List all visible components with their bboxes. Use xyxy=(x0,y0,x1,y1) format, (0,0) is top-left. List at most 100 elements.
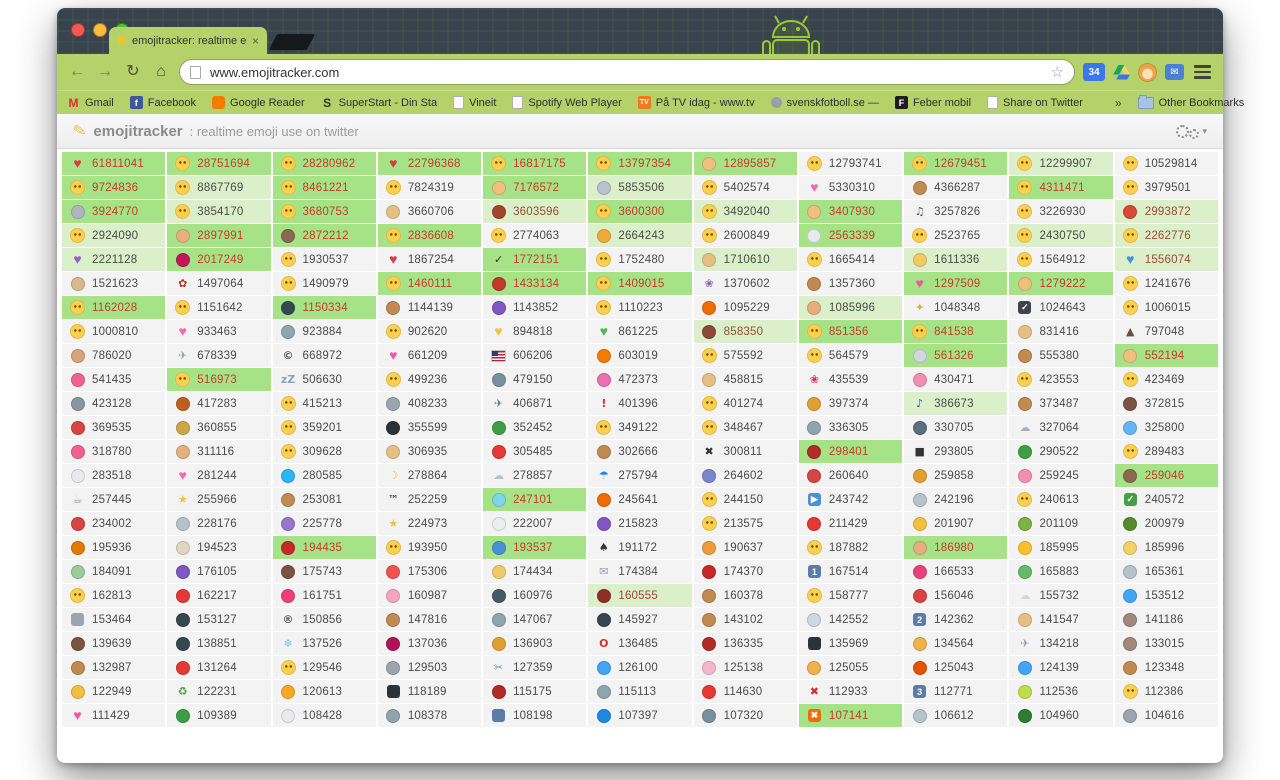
emoji-cell[interactable]: 135969 xyxy=(798,632,903,655)
emoji-cell[interactable]: 211429 xyxy=(798,512,903,535)
emoji-cell[interactable]: ✓ 1024643 xyxy=(1009,296,1113,319)
emoji-cell[interactable]: ♥ 933463 xyxy=(167,320,271,343)
emoji-cell[interactable]: 1150334 xyxy=(272,296,376,319)
emoji-cell[interactable]: 124139 xyxy=(1009,656,1113,679)
emoji-cell[interactable]: 174434 xyxy=(483,560,587,583)
settings-gear-button[interactable]: ▾ xyxy=(1176,123,1207,139)
forward-button[interactable]: → xyxy=(97,63,113,80)
emoji-cell[interactable]: 2563339 xyxy=(798,224,903,247)
emoji-cell[interactable]: 12895857 xyxy=(693,152,797,175)
emoji-cell[interactable]: ❀ 1370602 xyxy=(693,272,797,295)
emoji-cell[interactable]: 139639 xyxy=(62,632,166,655)
emoji-cell[interactable]: ! 401396 xyxy=(588,392,692,415)
emoji-cell[interactable]: 234002 xyxy=(62,512,166,535)
emoji-cell[interactable]: 259245 xyxy=(1009,464,1113,487)
emoji-cell[interactable]: 336305 xyxy=(798,416,903,439)
emoji-cell[interactable]: 240613 xyxy=(1009,488,1113,511)
reload-button[interactable]: ↻ xyxy=(126,63,140,80)
emoji-cell[interactable]: 348467 xyxy=(693,416,797,439)
emoji-cell[interactable]: 114630 xyxy=(693,680,797,703)
emoji-cell[interactable]: 373487 xyxy=(1009,392,1113,415)
emoji-cell[interactable]: 160378 xyxy=(693,584,797,607)
emoji-cell[interactable]: 306935 xyxy=(377,440,482,463)
emoji-cell[interactable]: 3680753 xyxy=(272,200,376,223)
emoji-cell[interactable]: ♥ 281244 xyxy=(167,464,271,487)
emoji-cell[interactable]: 9724836 xyxy=(62,176,166,199)
emoji-cell[interactable]: 349122 xyxy=(588,416,692,439)
emoji-cell[interactable]: 176105 xyxy=(167,560,271,583)
emoji-cell[interactable]: 1279222 xyxy=(1009,272,1113,295)
emoji-cell[interactable]: 417283 xyxy=(167,392,271,415)
emoji-cell[interactable]: 1143852 xyxy=(483,296,587,319)
emoji-cell[interactable]: 259046 xyxy=(1114,464,1218,487)
emoji-cell[interactable]: 185996 xyxy=(1114,536,1218,559)
emoji-cell[interactable]: 175743 xyxy=(272,560,376,583)
emoji-cell[interactable]: 1241676 xyxy=(1114,272,1218,295)
emoji-cell[interactable]: 134564 xyxy=(904,632,1008,655)
emoji-cell[interactable]: 107397 xyxy=(588,704,692,727)
emoji-cell[interactable]: 2523765 xyxy=(904,224,1008,247)
emoji-cell[interactable]: 120613 xyxy=(272,680,376,703)
emoji-cell[interactable]: 156046 xyxy=(904,584,1008,607)
emoji-cell[interactable]: 115113 xyxy=(588,680,692,703)
emoji-cell[interactable]: 603019 xyxy=(588,344,692,367)
emoji-cell[interactable]: 923884 xyxy=(272,320,376,343)
emoji-cell[interactable]: ☕ 257445 xyxy=(62,488,166,511)
bookmark-item[interactable]: svenskfotboll.se — xyxy=(770,96,879,109)
emoji-cell[interactable]: ✓ 1772151 xyxy=(483,248,587,271)
emoji-cell[interactable]: ☁ 278857 xyxy=(483,464,587,487)
emoji-cell[interactable]: 2774063 xyxy=(483,224,587,247)
emoji-cell[interactable]: ♻ 122231 xyxy=(167,680,271,703)
emoji-cell[interactable]: 858350 xyxy=(693,320,797,343)
mail-extension-icon[interactable]: ✉ xyxy=(1165,64,1184,80)
emoji-cell[interactable]: 3600300 xyxy=(588,200,692,223)
emoji-cell[interactable]: ♠ 191172 xyxy=(588,536,692,559)
emoji-cell[interactable]: ✖ 300811 xyxy=(693,440,797,463)
emoji-cell[interactable]: 153464 xyxy=(62,608,166,631)
browser-tab[interactable]: emojitracker: realtime emo × xyxy=(109,27,267,54)
emoji-cell[interactable]: 355599 xyxy=(377,416,482,439)
emoji-cell[interactable]: 1611336 xyxy=(904,248,1008,271)
emoji-cell[interactable]: 1930537 xyxy=(272,248,376,271)
emoji-cell[interactable]: ♥ 5330310 xyxy=(798,176,903,199)
emoji-cell[interactable]: 184091 xyxy=(62,560,166,583)
emoji-cell[interactable]: 2924090 xyxy=(62,224,166,247)
bookmark-item[interactable]: Google Reader xyxy=(212,96,305,109)
emoji-cell[interactable]: 147816 xyxy=(377,608,482,631)
emoji-cell[interactable]: ▲ 797048 xyxy=(1114,320,1218,343)
bookmark-item[interactable]: M Gmail xyxy=(67,96,114,110)
emoji-cell[interactable]: O 136485 xyxy=(588,632,692,655)
emoji-cell[interactable]: ® 150856 xyxy=(272,608,376,631)
emoji-cell[interactable]: 289483 xyxy=(1114,440,1218,463)
emoji-cell[interactable]: 162217 xyxy=(167,584,271,607)
emoji-cell[interactable]: 260640 xyxy=(798,464,903,487)
emoji-cell[interactable]: 242196 xyxy=(904,488,1008,511)
emoji-cell[interactable]: 1433134 xyxy=(483,272,587,295)
emoji-cell[interactable]: 126100 xyxy=(588,656,692,679)
emoji-cell[interactable]: 247101 xyxy=(483,488,587,511)
emoji-cell[interactable]: 2836608 xyxy=(377,224,482,247)
emoji-cell[interactable]: 606206 xyxy=(483,344,587,367)
hamster-extension-icon[interactable] xyxy=(1138,62,1157,82)
emoji-cell[interactable]: 1085996 xyxy=(798,296,903,319)
emoji-cell[interactable]: 160976 xyxy=(483,584,587,607)
omnibox[interactable]: ☆ xyxy=(179,59,1075,85)
emoji-cell[interactable]: 1151642 xyxy=(167,296,271,319)
emoji-cell[interactable]: 841538 xyxy=(904,320,1008,343)
emoji-cell[interactable]: ✦ 1048348 xyxy=(904,296,1008,319)
emoji-cell[interactable]: 108428 xyxy=(272,704,376,727)
emoji-cell[interactable]: 561326 xyxy=(904,344,1008,367)
emoji-cell[interactable]: 108378 xyxy=(377,704,482,727)
emoji-cell[interactable]: ♥ 111429 xyxy=(62,704,166,727)
emoji-cell[interactable]: 264602 xyxy=(693,464,797,487)
emoji-cell[interactable]: ✖ 112933 xyxy=(798,680,903,703)
emoji-cell[interactable]: ♥ 861225 xyxy=(588,320,692,343)
emoji-cell[interactable]: 8461221 xyxy=(272,176,376,199)
emoji-cell[interactable]: 132987 xyxy=(62,656,166,679)
emoji-cell[interactable]: 213575 xyxy=(693,512,797,535)
emoji-cell[interactable]: 162813 xyxy=(62,584,166,607)
emoji-cell[interactable]: ♥ 2221128 xyxy=(62,248,166,271)
emoji-cell[interactable]: 259858 xyxy=(904,464,1008,487)
emoji-cell[interactable]: 372815 xyxy=(1114,392,1218,415)
emoji-cell[interactable]: 253081 xyxy=(272,488,376,511)
